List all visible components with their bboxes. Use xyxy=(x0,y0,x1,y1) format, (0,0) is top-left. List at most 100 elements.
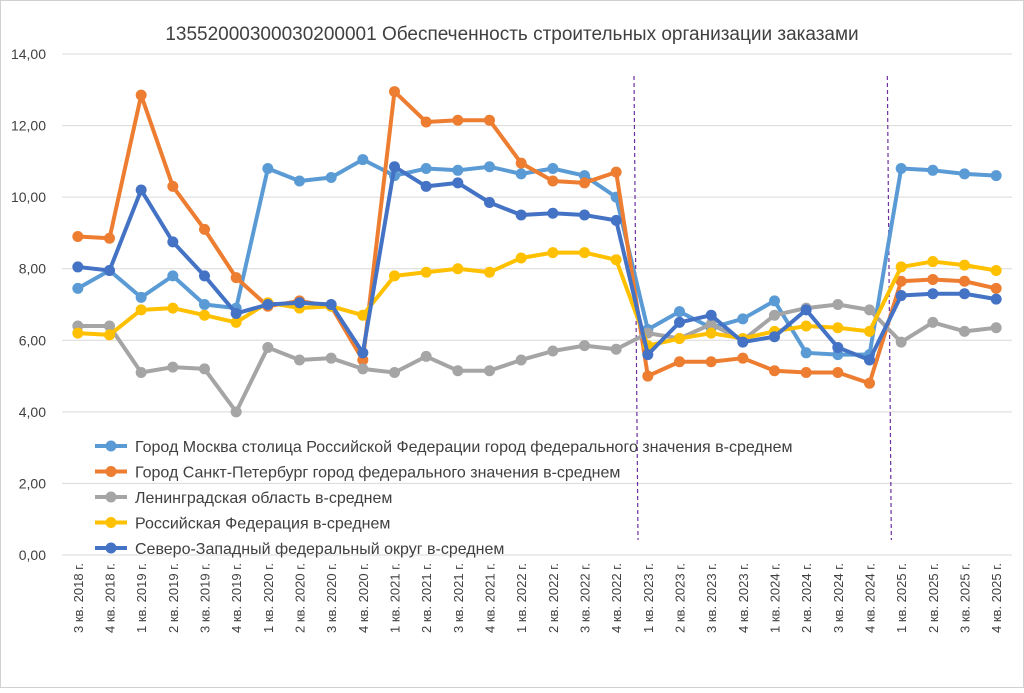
data-point xyxy=(864,354,875,366)
data-point xyxy=(895,336,907,348)
x-tick-label: 3 кв. 2025 г. xyxy=(958,563,973,633)
data-point xyxy=(610,166,622,178)
data-point xyxy=(72,327,84,339)
data-point xyxy=(515,252,527,264)
data-point xyxy=(230,406,242,418)
x-tick-label: 3 кв. 2023 г. xyxy=(704,563,719,633)
data-point xyxy=(420,266,432,278)
data-point xyxy=(610,343,622,355)
data-point xyxy=(294,175,305,187)
data-point xyxy=(357,347,369,359)
data-point xyxy=(737,352,749,364)
data-point xyxy=(959,325,970,337)
data-point xyxy=(452,365,464,377)
legend-item: Российская Федерация в-среднем xyxy=(95,516,390,533)
x-tick-label: 4 кв. 2020 г. xyxy=(356,563,371,633)
data-point xyxy=(705,309,717,321)
y-axis: 0,00 2,00 4,00 6,00 8,00 10,00 12,00 14,00 xyxy=(11,46,46,563)
data-point xyxy=(199,299,210,310)
data-point xyxy=(72,282,84,294)
data-point xyxy=(199,363,210,375)
data-point xyxy=(167,180,179,192)
data-point xyxy=(104,265,115,277)
data-point xyxy=(72,261,84,273)
data-point xyxy=(515,168,527,180)
data-point xyxy=(927,256,939,268)
data-point xyxy=(547,163,559,175)
data-point xyxy=(959,275,970,287)
data-point xyxy=(294,354,305,366)
x-tick-label: 3 кв. 2018 г. xyxy=(71,563,86,633)
data-point xyxy=(167,236,179,248)
data-point xyxy=(230,272,242,284)
data-point xyxy=(927,288,939,300)
x-tick-label: 3 кв. 2024 г. xyxy=(831,563,846,633)
data-point xyxy=(262,163,274,175)
data-point xyxy=(230,316,242,328)
data-point xyxy=(515,157,527,169)
legend-swatch-marker xyxy=(105,542,117,554)
data-point xyxy=(72,231,84,243)
data-point xyxy=(705,356,717,368)
data-point xyxy=(579,177,590,189)
data-point xyxy=(832,299,844,310)
data-point xyxy=(769,365,780,377)
data-point xyxy=(420,180,432,192)
data-point xyxy=(547,175,559,187)
x-tick-label: 1 кв. 2022 г. xyxy=(514,563,529,633)
x-tick-label: 4 кв. 2025 г. xyxy=(989,563,1004,633)
data-point xyxy=(705,318,717,330)
legend-label: Северо-Западный федеральный округ в-сред… xyxy=(135,541,504,558)
legend-item: Северо-Западный федеральный округ в-сред… xyxy=(95,541,504,558)
data-point xyxy=(737,313,749,325)
data-point xyxy=(864,377,875,389)
data-point xyxy=(484,365,495,377)
data-point xyxy=(832,341,844,353)
x-tick-label: 2 кв. 2019 г. xyxy=(166,563,181,633)
data-point xyxy=(452,164,464,176)
legend-swatch-marker xyxy=(105,466,117,477)
data-point xyxy=(484,197,495,209)
data-point xyxy=(325,299,337,310)
data-point xyxy=(452,114,464,126)
y-tick-label: 10,00 xyxy=(11,189,46,205)
x-tick-label: 4 кв. 2024 г. xyxy=(863,563,878,633)
data-point xyxy=(167,270,179,282)
x-tick-label: 2 кв. 2023 г. xyxy=(673,563,688,633)
data-point xyxy=(769,331,780,343)
series-line xyxy=(75,89,999,386)
x-tick-label: 2 кв. 2024 г. xyxy=(799,563,814,633)
legend-label: Ленинградская область в-среднем xyxy=(135,490,392,507)
y-tick-label: 14,00 xyxy=(11,46,46,62)
data-point xyxy=(389,366,400,378)
data-point xyxy=(895,261,907,273)
data-point xyxy=(832,366,844,378)
data-point xyxy=(420,163,432,175)
series-line xyxy=(75,164,999,362)
data-point xyxy=(357,309,369,321)
legend-label: Город Москва столица Российской Федераци… xyxy=(135,439,792,456)
data-point xyxy=(484,161,495,173)
legend-item: Город Москва столица Российской Федераци… xyxy=(95,439,792,456)
data-point xyxy=(990,282,1002,294)
data-point xyxy=(389,270,400,282)
data-point xyxy=(579,209,590,221)
data-point xyxy=(959,288,970,300)
data-point xyxy=(990,170,1002,182)
data-point xyxy=(610,254,622,266)
legend-item: Город Санкт-Петербург город федерального… xyxy=(95,465,620,482)
data-point xyxy=(325,171,337,183)
data-point xyxy=(325,352,337,364)
data-point xyxy=(864,304,875,316)
data-point xyxy=(357,154,369,166)
series xyxy=(72,86,1002,418)
x-tick-label: 3 кв. 2019 г. xyxy=(198,563,213,633)
data-point xyxy=(705,327,717,339)
data-point xyxy=(389,86,400,98)
legend-label: Город Санкт-Петербург город федерального… xyxy=(135,465,620,482)
data-point xyxy=(262,299,274,310)
data-point xyxy=(990,322,1002,334)
data-point xyxy=(484,266,495,278)
